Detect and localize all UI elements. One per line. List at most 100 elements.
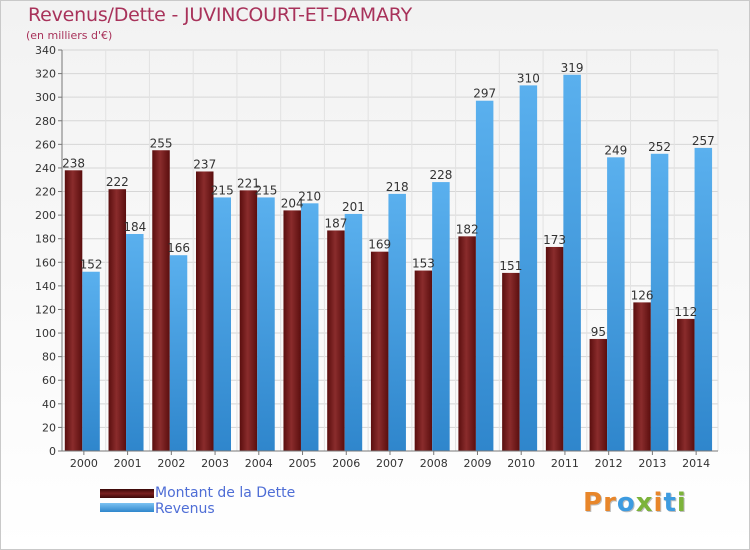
debt-bar xyxy=(283,210,301,451)
debt-bar xyxy=(239,190,258,451)
y-tick-label: 180 xyxy=(35,233,56,246)
revenue-value-label: 297 xyxy=(473,87,496,101)
x-tick-label: 2009 xyxy=(463,457,491,470)
debt-value-label: 237 xyxy=(193,157,216,171)
revenue-bar xyxy=(694,147,713,451)
debt-value-label: 153 xyxy=(412,257,435,271)
y-tick-label: 240 xyxy=(35,162,56,175)
debt-bar xyxy=(327,230,345,451)
revenue-value-label: 249 xyxy=(604,143,627,157)
y-tick-label: 340 xyxy=(35,44,56,57)
legend-swatch-revenue xyxy=(100,503,154,512)
chart-title: Revenus/Dette - JUVINCOURT-ET-DAMARY xyxy=(28,4,412,26)
debt-value-label: 182 xyxy=(456,222,479,236)
debt-value-label: 204 xyxy=(281,196,304,210)
value-labels: 2381522221842551662372152212152042101872… xyxy=(62,61,715,339)
x-tick-label: 2014 xyxy=(682,457,710,470)
legend-swatch-debt xyxy=(100,489,154,498)
y-tick-label: 140 xyxy=(35,280,56,293)
y-tick-label: 200 xyxy=(35,209,56,222)
revenue-bar xyxy=(607,157,625,451)
revenue-bar xyxy=(388,193,406,451)
debt-value-label: 151 xyxy=(499,259,522,273)
debt-value-label: 221 xyxy=(237,176,260,190)
debt-value-label: 222 xyxy=(106,175,129,189)
y-tick-label: 280 xyxy=(35,115,56,128)
revenue-value-label: 166 xyxy=(167,241,190,255)
x-tick-label: 2007 xyxy=(376,457,404,470)
y-tick-label: 20 xyxy=(42,421,56,434)
x-tick-label: 2011 xyxy=(551,457,579,470)
debt-bar xyxy=(414,270,433,451)
debt-bar xyxy=(633,302,651,451)
revenue-bar xyxy=(82,271,100,451)
debt-bar xyxy=(677,318,695,451)
y-tick-label: 40 xyxy=(42,398,56,411)
revenue-bar xyxy=(126,233,144,451)
revenue-bar xyxy=(300,203,319,451)
debt-bar xyxy=(458,236,476,451)
logo-letter: t xyxy=(663,488,677,518)
revenue-bar xyxy=(563,74,581,452)
debt-bar xyxy=(502,272,520,451)
x-tick-label: 2005 xyxy=(289,457,317,470)
x-tick-label: 2006 xyxy=(332,457,360,470)
y-tick-label: 0 xyxy=(49,445,56,458)
revenue-bar xyxy=(650,153,669,451)
logo-letter: r xyxy=(603,488,617,518)
y-tick-label: 300 xyxy=(35,91,56,104)
debt-value-label: 126 xyxy=(631,288,654,302)
x-tick-label: 2013 xyxy=(638,457,666,470)
x-tick-label: 2010 xyxy=(507,457,535,470)
revenue-value-label: 201 xyxy=(342,200,365,214)
debt-bar xyxy=(370,251,389,451)
debt-value-label: 187 xyxy=(324,216,347,230)
legend-label-revenue: Revenus xyxy=(155,501,215,517)
debt-bar xyxy=(545,246,564,451)
proxiti-logo: Proxiti xyxy=(583,488,687,518)
debt-value-label: 255 xyxy=(150,136,173,150)
debt-bar xyxy=(64,170,83,452)
logo-letter: P xyxy=(583,488,604,518)
debt-bar xyxy=(196,171,214,451)
revenue-value-label: 310 xyxy=(517,71,540,85)
debt-value-label: 169 xyxy=(368,238,391,252)
axes: 0 20 40 60 80 100 120 140 160 180 200 220 240 260 280 3… xyxy=(35,44,718,470)
revenue-value-label: 319 xyxy=(561,61,584,75)
x-tick-label: 2000 xyxy=(70,457,98,470)
debt-value-label: 238 xyxy=(62,156,85,170)
revenue-value-label: 184 xyxy=(123,220,146,234)
revenue-value-label: 215 xyxy=(211,183,234,197)
revenue-bar xyxy=(475,100,494,451)
y-tick-label: 160 xyxy=(35,256,56,269)
revenue-value-label: 152 xyxy=(80,258,103,272)
y-tick-label: 260 xyxy=(35,138,56,151)
y-tick-label: 100 xyxy=(35,327,56,340)
y-tick-label: 60 xyxy=(42,374,56,387)
x-tick-label: 2001 xyxy=(114,457,142,470)
x-tick-label: 2003 xyxy=(201,457,229,470)
revenue-bar xyxy=(344,213,363,451)
logo-letter: i xyxy=(653,488,664,518)
debt-value-label: 112 xyxy=(674,305,697,319)
x-tick-label: 2004 xyxy=(245,457,273,470)
revenue-value-label: 215 xyxy=(255,183,278,197)
x-tick-label: 2008 xyxy=(420,457,448,470)
revenue-value-label: 228 xyxy=(429,168,452,182)
debt-bar xyxy=(152,150,170,451)
revenue-bar xyxy=(257,197,275,451)
legend-label-debt: Montant de la Dette xyxy=(155,485,296,501)
logo-letter: x xyxy=(635,488,654,518)
y-tick-label: 220 xyxy=(35,186,56,199)
revenue-value-label: 252 xyxy=(648,140,671,154)
debt-value-label: 95 xyxy=(591,325,606,339)
revenue-bar xyxy=(519,85,538,451)
debt-bar xyxy=(589,338,608,451)
revenue-bar xyxy=(169,255,188,451)
chart-subtitle: (en milliers d'€) xyxy=(26,29,113,42)
y-tick-label: 120 xyxy=(35,303,56,316)
debt-bar xyxy=(108,189,127,451)
revenue-bar xyxy=(432,182,450,451)
revenue-value-label: 210 xyxy=(298,189,321,203)
